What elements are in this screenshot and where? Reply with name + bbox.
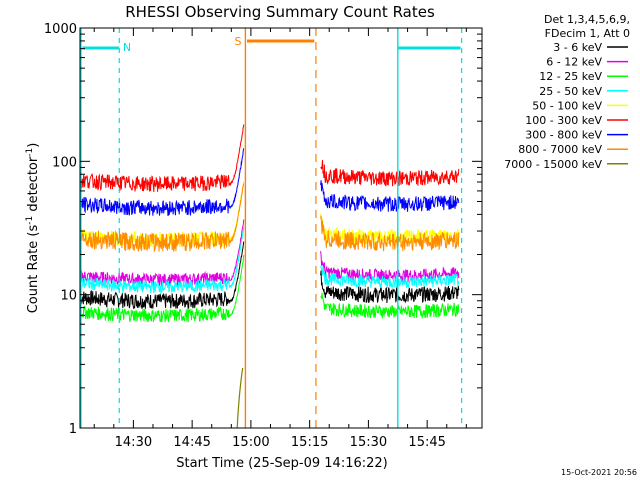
series-line bbox=[320, 292, 460, 320]
legend-header-1: Det 1,3,4,5,6,9, bbox=[544, 13, 630, 26]
y-tick-label: 1 bbox=[69, 422, 77, 437]
x-tick-label: 15:15 bbox=[291, 435, 328, 450]
series-line bbox=[320, 251, 460, 283]
series-line bbox=[80, 254, 245, 323]
legend-label: 300 - 800 keV bbox=[525, 129, 602, 142]
y-tick-label: 1000 bbox=[44, 22, 77, 37]
series-line bbox=[320, 180, 460, 212]
timestamp: 15-Oct-2021 20:56 bbox=[561, 468, 637, 477]
series-line bbox=[80, 219, 245, 288]
legend-label: 800 - 7000 keV bbox=[518, 143, 602, 156]
series-6 bbox=[80, 148, 460, 217]
legend-label: 6 - 12 keV bbox=[546, 56, 602, 69]
x-tick-label: 15:00 bbox=[232, 435, 269, 450]
legend-header-2: FDecim 1, Att 0 bbox=[545, 27, 630, 40]
series-line bbox=[80, 241, 245, 310]
legend-label: 50 - 100 keV bbox=[532, 99, 602, 112]
legend: Det 1,3,4,5,6,9, FDecim 1, Att 0 3 - 6 k… bbox=[504, 13, 630, 171]
series-line bbox=[320, 215, 460, 252]
x-tick-label: 14:30 bbox=[115, 435, 152, 450]
plot-frame bbox=[79, 27, 483, 429]
series-line bbox=[80, 183, 245, 253]
x-tick-label: 15:30 bbox=[350, 435, 387, 450]
series-8 bbox=[236, 367, 244, 429]
series-line bbox=[80, 124, 245, 193]
x-tick-label: 14:45 bbox=[173, 435, 210, 450]
series-line bbox=[320, 265, 460, 290]
legend-label: 7000 - 15000 keV bbox=[504, 158, 602, 171]
series-5 bbox=[80, 124, 460, 193]
series-3 bbox=[80, 226, 460, 295]
axes: 14:30 14:45 15:00 15:15 15:30 15:45 1 10 100 1000 bbox=[44, 22, 483, 450]
series-line bbox=[236, 367, 244, 429]
y-tick-label: 100 bbox=[52, 155, 77, 170]
night-label: N bbox=[123, 41, 131, 54]
x-axis-label: Start Time (25-Sep-09 14:16:22) bbox=[176, 456, 387, 471]
saa-label: S bbox=[234, 35, 241, 48]
y-axis-label: Count Rate (s-1 detector-1) bbox=[25, 143, 41, 314]
legend-label: 100 - 300 keV bbox=[525, 114, 602, 127]
series-0 bbox=[80, 241, 460, 310]
legend-label: 12 - 25 keV bbox=[539, 70, 602, 83]
x-tick-label: 15:45 bbox=[408, 435, 445, 450]
series-line bbox=[320, 159, 460, 187]
plot-area bbox=[80, 124, 460, 429]
y-tick-label: 10 bbox=[60, 289, 77, 304]
series-1 bbox=[80, 219, 460, 288]
series-line bbox=[320, 270, 460, 304]
series-7 bbox=[80, 183, 460, 253]
series-2 bbox=[80, 254, 460, 323]
legend-label: 3 - 6 keV bbox=[553, 41, 602, 54]
series-line bbox=[80, 226, 245, 295]
legend-label: 25 - 50 keV bbox=[539, 85, 602, 98]
chart-title: RHESSI Observing Summary Count Rates bbox=[125, 3, 435, 21]
series-line bbox=[80, 148, 245, 217]
